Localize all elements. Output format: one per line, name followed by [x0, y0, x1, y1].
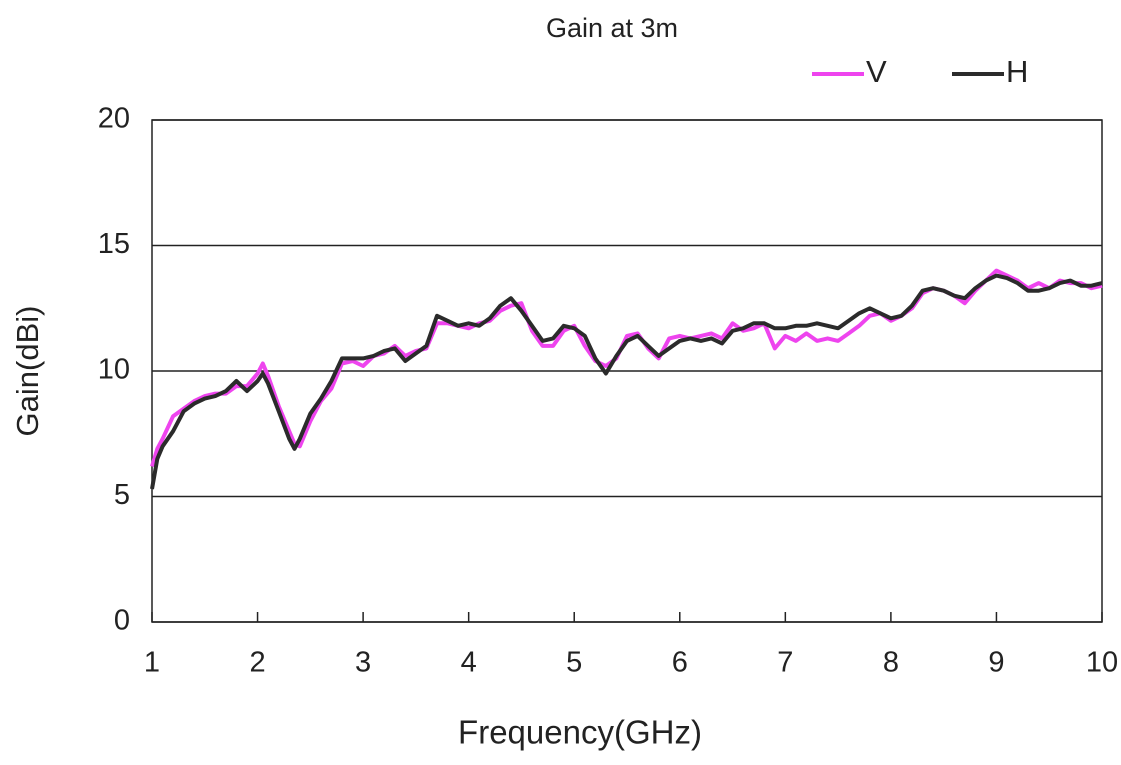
- y-tick-label: 15: [98, 228, 130, 260]
- y-tick-label: 20: [98, 103, 130, 135]
- y-tick-label: 5: [114, 479, 130, 511]
- legend-label: H: [1006, 54, 1028, 89]
- x-tick-label: 7: [777, 647, 793, 679]
- legend-label: V: [866, 54, 887, 89]
- x-tick-label: 8: [883, 647, 899, 679]
- series-line: [150, 268, 1103, 467]
- y-axis-label: Gain(dBi): [10, 306, 45, 437]
- series-line: [150, 273, 1103, 490]
- x-tick-label: 6: [672, 647, 688, 679]
- x-tick-label: 2: [249, 647, 265, 679]
- x-tick-label: 10: [1086, 647, 1118, 679]
- plot-frame: [151, 119, 1103, 623]
- x-tick-label: 3: [355, 647, 371, 679]
- x-tick-label: 5: [566, 647, 582, 679]
- x-tick-label: 1: [144, 647, 160, 679]
- x-tick-label: 4: [461, 647, 477, 679]
- x-tick-label: 9: [988, 647, 1004, 679]
- x-axis-label: Frequency(GHz): [458, 714, 702, 751]
- y-tick-label: 0: [114, 605, 130, 637]
- chart-title: Gain at 3m: [546, 13, 678, 43]
- y-tick-label: 10: [98, 354, 130, 386]
